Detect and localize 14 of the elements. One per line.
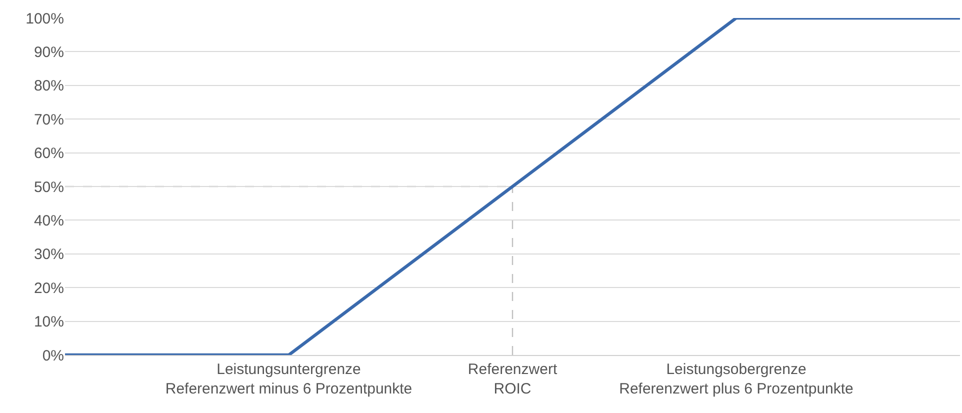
- y-tick-label: 20%: [34, 280, 64, 297]
- y-tick-label: 50%: [34, 178, 64, 196]
- y-tick-label: 0%: [42, 347, 64, 364]
- y-tick-label: 40%: [34, 212, 64, 230]
- y-tick-label: 90%: [34, 44, 64, 61]
- x-tick-label: Referenzwert ROIC: [468, 361, 558, 398]
- y-tick-label: 70%: [34, 111, 64, 128]
- y-tick-label: 80%: [34, 78, 64, 95]
- y-tick-label: 30%: [34, 246, 64, 264]
- x-tick-label: Leistungsobergrenze Referenzwert plus 6 Prozentpunkte: [619, 361, 854, 398]
- y-tick-label: 60%: [34, 145, 64, 162]
- y-tick-label: 10%: [34, 314, 64, 331]
- y-tick-label: 100%: [26, 10, 64, 28]
- x-tick-label: Leistungsuntergrenze Referenzwert minus 6 Prozentpunkte: [165, 361, 412, 398]
